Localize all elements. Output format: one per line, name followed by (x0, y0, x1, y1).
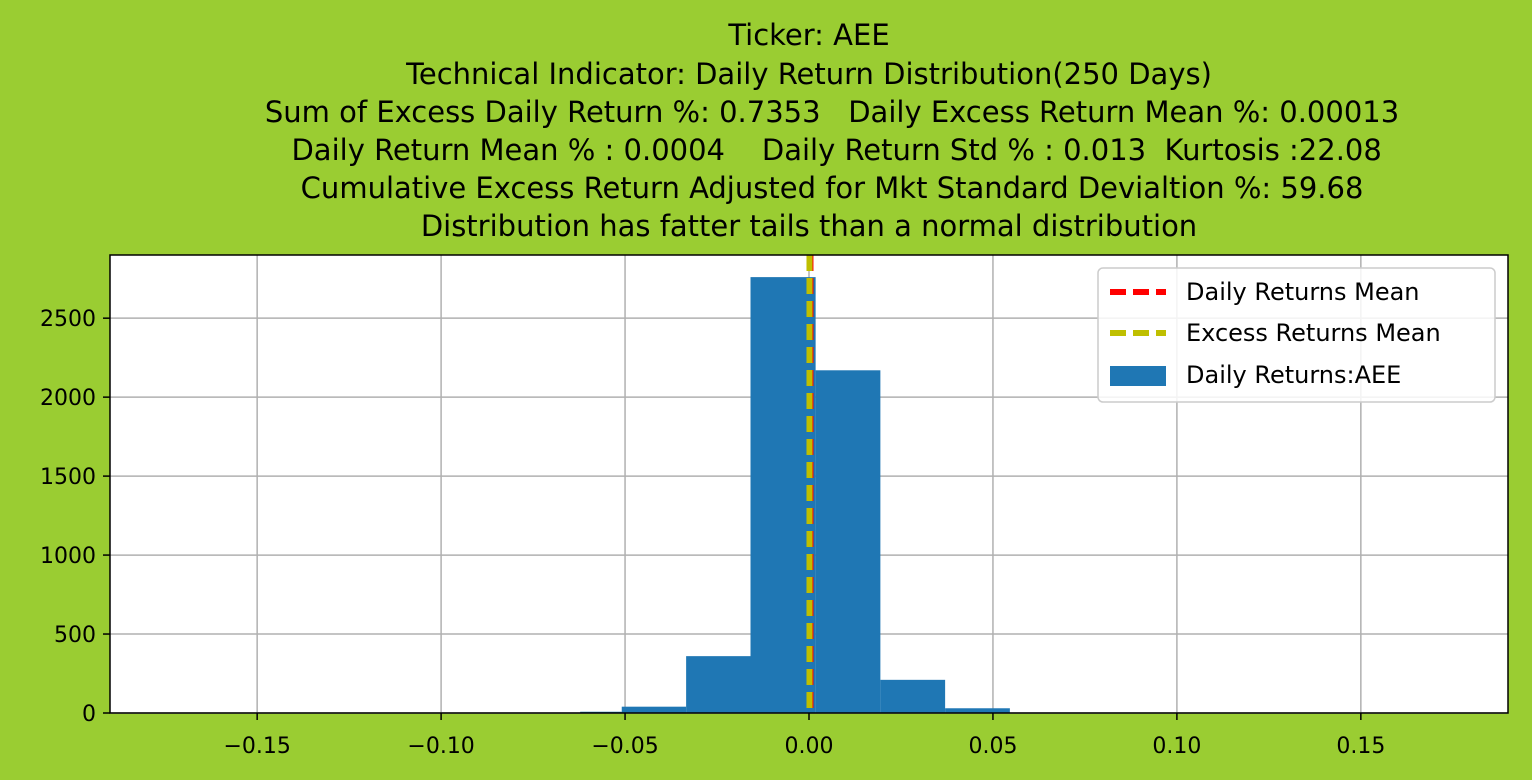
title-line-2: Technical Indicator: Daily Return Distri… (405, 57, 1212, 91)
title-line-1: Ticker: AEE (727, 18, 889, 52)
y-axis: 0 500 1000 1500 2000 2500 (40, 307, 110, 727)
mean-lines (806, 255, 814, 713)
y-tick-label-5: 2500 (40, 307, 96, 332)
y-tick-label-3: 1500 (40, 465, 96, 490)
title-line-3: Sum of Excess Daily Return %: 0.7353 Dai… (219, 95, 1399, 129)
legend-label-excess-returns-mean: Excess Returns Mean (1186, 319, 1441, 347)
x-axis: −0.15 −0.10 −0.05 0.00 0.05 0.10 0.15 (223, 713, 1385, 759)
y-tick-label-1: 500 (54, 623, 96, 648)
x-tick-label-2: −0.05 (591, 734, 658, 759)
x-tick-label-4: 0.05 (968, 734, 1017, 759)
title-line-5: Cumulative Excess Return Adjusted for Mk… (255, 171, 1364, 205)
legend-label-daily-returns-mean: Daily Returns Mean (1186, 278, 1420, 306)
title-line-4: Daily Return Mean % : 0.0004 Daily Retur… (236, 133, 1382, 167)
x-tick-label-6: 0.15 (1336, 734, 1385, 759)
histogram-bar-12 (945, 708, 1010, 713)
y-tick-label-2: 1000 (40, 544, 96, 569)
y-tick-label-4: 2000 (40, 386, 96, 411)
title-line-6: Distribution has fatter tails than a nor… (421, 209, 1197, 243)
histogram-bar-8 (686, 656, 751, 713)
legend-label-daily-returns: Daily Returns:AEE (1186, 361, 1401, 389)
y-tick-label-0: 0 (82, 702, 96, 727)
histogram-bar-9 (750, 277, 816, 713)
legend-box (1097, 267, 1496, 403)
chart-title: Ticker: AEE Technical Indicator: Daily R… (219, 18, 1399, 243)
legend-swatch-daily-returns (1110, 366, 1166, 386)
x-tick-label-1: −0.10 (407, 734, 474, 759)
histogram-bar-7 (621, 706, 687, 713)
histogram-bars (181, 277, 1464, 713)
histogram-bar-10 (815, 370, 881, 713)
histogram-bar-11 (880, 679, 946, 713)
x-tick-label-5: 0.10 (1152, 734, 1201, 759)
x-tick-label-0: −0.15 (223, 734, 290, 759)
legend: Daily Returns Mean Excess Returns Mean D… (1097, 267, 1496, 403)
x-tick-label-3: 0.00 (785, 734, 834, 759)
